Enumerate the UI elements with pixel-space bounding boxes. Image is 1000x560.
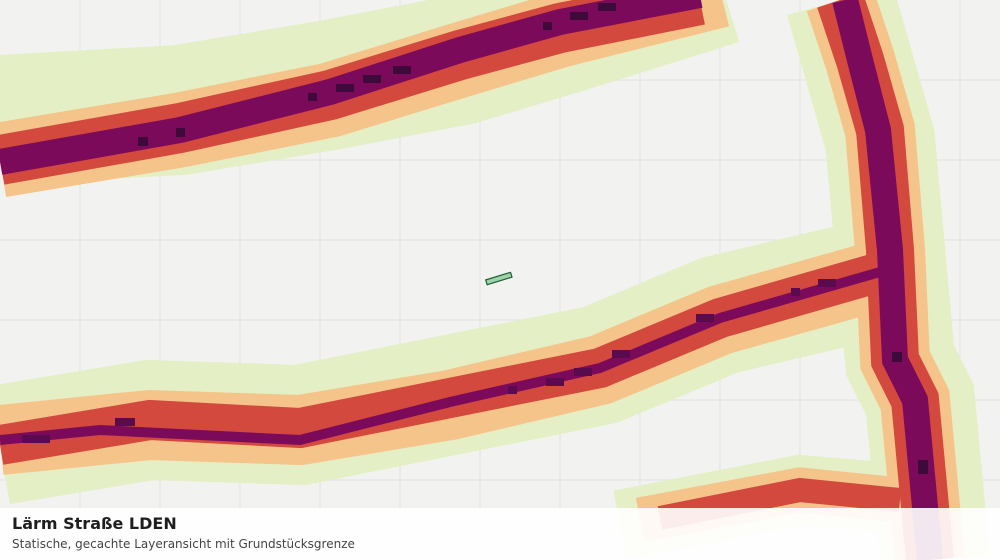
map-title: Lärm Straße LDEN [12, 514, 177, 533]
map-subtitle: Statische, gecachte Layeransicht mit Gru… [12, 537, 355, 551]
caption-panel: Lärm Straße LDEN Statische, gecachte Lay… [0, 508, 1000, 560]
parcel-boundary [484, 271, 513, 286]
